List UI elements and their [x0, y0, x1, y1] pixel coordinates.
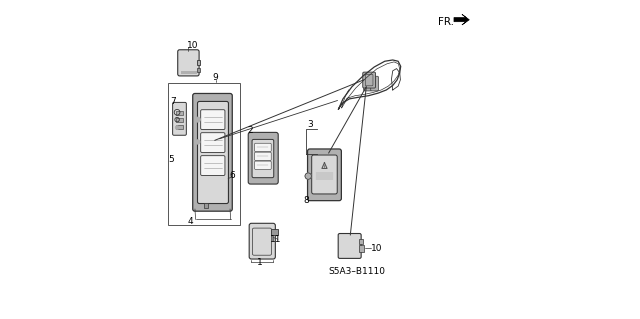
- FancyBboxPatch shape: [255, 143, 271, 152]
- FancyBboxPatch shape: [312, 155, 337, 194]
- Circle shape: [175, 126, 179, 130]
- Text: FR.: FR.: [438, 17, 454, 27]
- FancyBboxPatch shape: [338, 234, 361, 258]
- Bar: [271, 229, 278, 235]
- Circle shape: [196, 140, 200, 144]
- Text: 5: 5: [168, 155, 174, 164]
- Polygon shape: [454, 14, 469, 25]
- Bar: [176, 111, 183, 115]
- Text: 10: 10: [187, 41, 198, 50]
- FancyBboxPatch shape: [371, 76, 378, 91]
- Bar: [176, 118, 183, 122]
- FancyBboxPatch shape: [255, 152, 271, 160]
- FancyBboxPatch shape: [201, 133, 225, 152]
- Text: 9: 9: [213, 73, 219, 82]
- Text: 8: 8: [304, 197, 310, 205]
- Bar: [359, 245, 364, 252]
- Text: 6: 6: [229, 171, 235, 180]
- Text: 10: 10: [371, 244, 383, 253]
- Bar: [196, 60, 200, 65]
- Text: 11: 11: [270, 235, 282, 244]
- FancyBboxPatch shape: [201, 156, 225, 175]
- FancyBboxPatch shape: [198, 101, 228, 204]
- FancyBboxPatch shape: [363, 72, 376, 88]
- FancyBboxPatch shape: [249, 223, 275, 259]
- Text: 1: 1: [257, 258, 262, 267]
- Text: 2: 2: [248, 126, 253, 135]
- Text: 4: 4: [188, 217, 194, 226]
- FancyBboxPatch shape: [364, 76, 371, 91]
- FancyBboxPatch shape: [193, 93, 232, 211]
- Bar: [196, 68, 200, 72]
- FancyBboxPatch shape: [173, 102, 186, 135]
- FancyBboxPatch shape: [252, 139, 274, 178]
- FancyBboxPatch shape: [178, 50, 199, 76]
- Text: 7: 7: [170, 97, 175, 106]
- Bar: [180, 71, 197, 74]
- FancyBboxPatch shape: [308, 149, 341, 201]
- Text: S5A3–B1110: S5A3–B1110: [328, 267, 385, 276]
- FancyBboxPatch shape: [248, 132, 278, 184]
- FancyBboxPatch shape: [201, 110, 225, 130]
- Bar: [168, 83, 240, 225]
- FancyBboxPatch shape: [255, 161, 271, 169]
- Circle shape: [305, 173, 312, 179]
- Bar: [176, 125, 183, 129]
- Bar: [204, 203, 209, 208]
- Circle shape: [195, 117, 200, 122]
- Text: 3: 3: [307, 120, 313, 129]
- Bar: [359, 239, 363, 244]
